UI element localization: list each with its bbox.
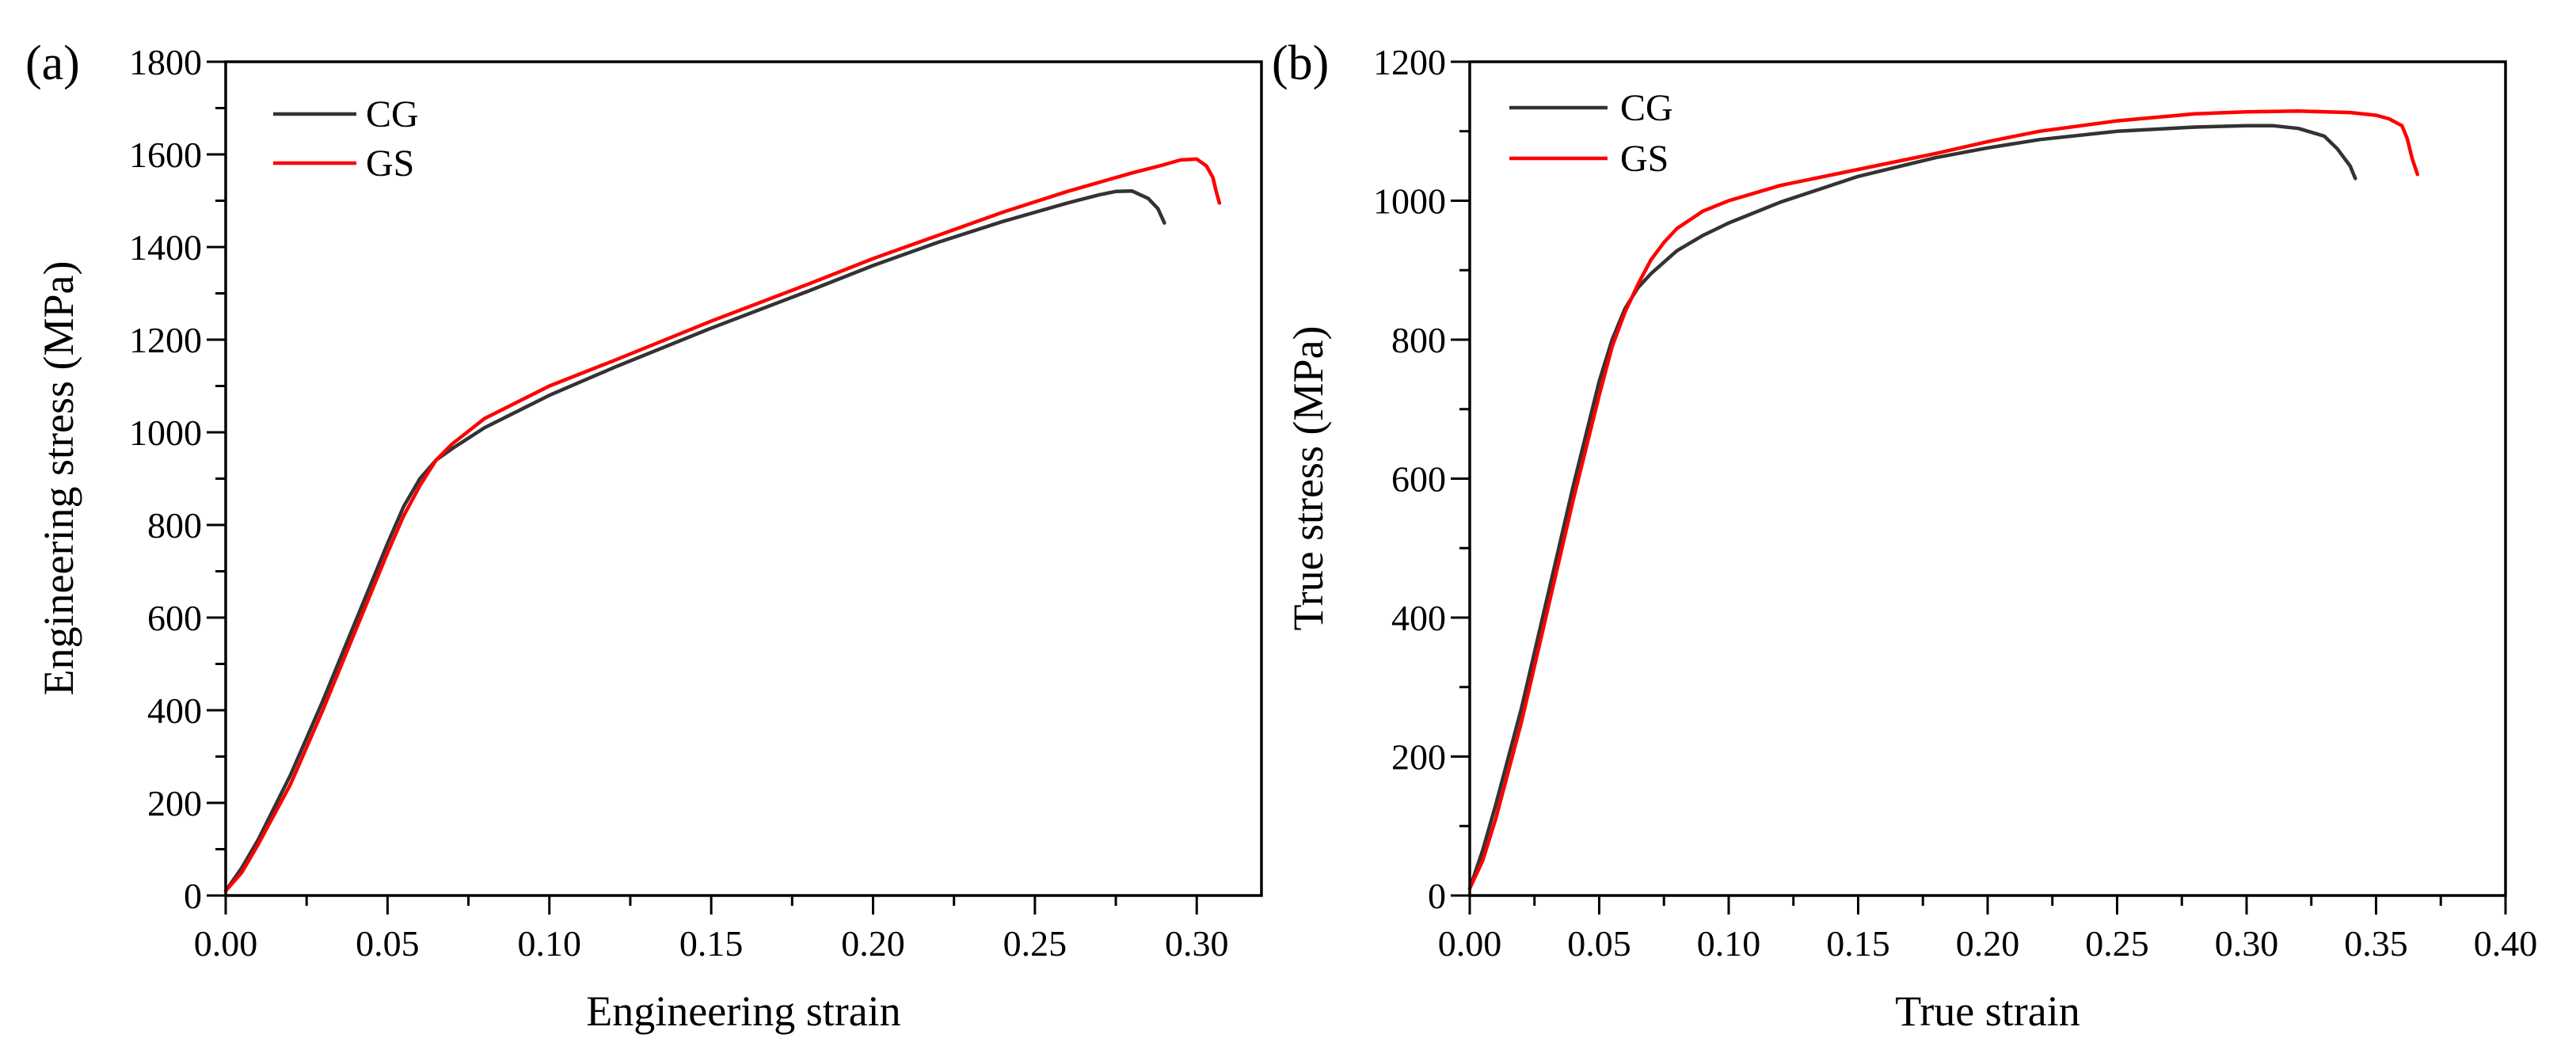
- x-tick-label: 0.25: [1003, 923, 1067, 964]
- y-tick-label: 1800: [129, 42, 202, 82]
- chart-b-x-ticks: 0.00 0.05 0.10 0.15 0.20 0.25 0.30 0.35 0.40: [1438, 896, 2538, 964]
- x-tick-label: 0.15: [1826, 923, 1890, 964]
- y-tick-label: 1600: [129, 135, 202, 175]
- chart-a-y-ticks: 0 200 400 600 800 1000 1200 1400 1600 1800: [129, 42, 226, 916]
- chart-b-legend: CG GS: [1509, 87, 1673, 180]
- chart-b-xlabel: True strain: [1895, 987, 2080, 1035]
- y-tick-label: 1200: [129, 320, 202, 360]
- y-tick-label: 1200: [1373, 42, 1446, 82]
- y-tick-label: 200: [147, 783, 202, 823]
- x-tick-label: 0.10: [518, 923, 582, 964]
- x-tick-label: 0.35: [2344, 923, 2408, 964]
- y-tick-label: 800: [1391, 320, 1446, 360]
- chart-b-plot: [1467, 109, 2420, 891]
- x-tick-label: 0.40: [2474, 923, 2538, 964]
- series-gs-line: [223, 157, 1222, 893]
- series-cg-line: [1467, 124, 2357, 891]
- y-tick-label: 400: [1391, 598, 1446, 638]
- chart-a-ylabel: Engineering stress (MPa): [35, 261, 82, 696]
- chart-b-axes-frame: [1468, 60, 2507, 897]
- x-tick-label: 0.05: [1567, 923, 1631, 964]
- chart-b-ylabel: True stress (MPa): [1284, 325, 1332, 630]
- chart-a-axes-frame: [224, 60, 1263, 897]
- x-tick-label: 0.00: [194, 923, 258, 964]
- chart-a-x-ticks: 0.00 0.05 0.10 0.15 0.20 0.25 0.30: [194, 896, 1229, 964]
- series-cg-line: [223, 188, 1166, 893]
- y-tick-label: 400: [147, 690, 202, 731]
- panel-label-b: (b): [1272, 36, 1329, 90]
- x-tick-label: 0.30: [1165, 923, 1229, 964]
- x-tick-label: 0.20: [1956, 923, 2020, 964]
- y-tick-label: 1000: [1373, 181, 1446, 222]
- x-tick-label: 0.20: [841, 923, 905, 964]
- legend-label-cg: CG: [366, 93, 419, 135]
- y-tick-label: 0: [184, 876, 202, 916]
- chart-b-y-ticks: 0 200 400 600 800 1000 1200: [1373, 42, 1470, 916]
- x-tick-label: 0.05: [356, 923, 420, 964]
- x-tick-label: 0.10: [1697, 923, 1761, 964]
- chart-a-xlabel: Engineering strain: [586, 987, 900, 1035]
- chart-a: (a) 0.00 0.05 0.10 0.15 0.20 0.25 0.30 0 200 400…: [25, 36, 1263, 1035]
- legend-label-cg: CG: [1620, 87, 1673, 129]
- x-tick-label: 0.00: [1438, 923, 1502, 964]
- y-tick-label: 0: [1428, 876, 1446, 916]
- chart-a-legend: CG GS: [273, 93, 419, 184]
- y-tick-label: 1400: [129, 227, 202, 268]
- y-tick-label: 600: [1391, 459, 1446, 500]
- y-tick-label: 1000: [129, 413, 202, 453]
- y-tick-label: 600: [147, 598, 202, 638]
- panel-label-a: (a): [25, 36, 80, 90]
- y-tick-label: 200: [1391, 737, 1446, 778]
- chart-a-plot: [223, 157, 1222, 893]
- x-tick-label: 0.25: [2085, 923, 2149, 964]
- legend-label-gs: GS: [1620, 138, 1669, 180]
- x-tick-label: 0.30: [2215, 923, 2279, 964]
- y-tick-label: 800: [147, 505, 202, 546]
- series-gs-line: [1467, 109, 2420, 891]
- chart-b: (b) 0.00 0.05 0.10 0.15 0.20 0.25 0.30 0.35 0.40…: [1272, 36, 2537, 1035]
- legend-label-gs: GS: [366, 143, 414, 184]
- x-tick-label: 0.15: [679, 923, 744, 964]
